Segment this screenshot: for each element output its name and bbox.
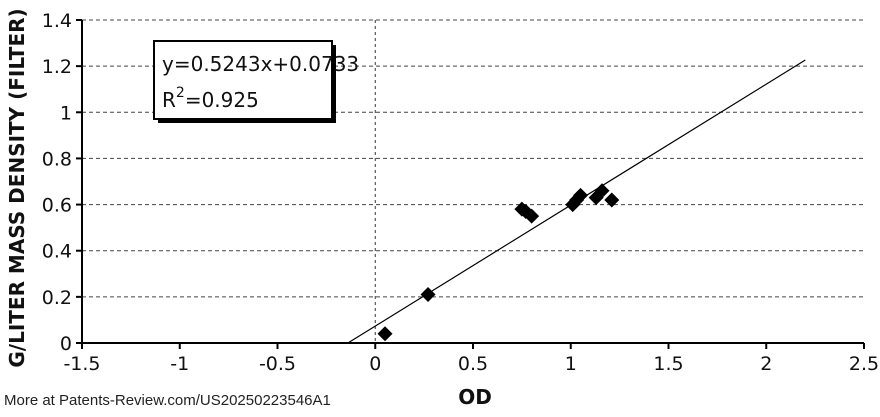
equation-box: y=0.5243x+0.0733 R2=0.925 (153, 40, 359, 123)
y-axis-title: G/LITER MASS DENSITY (FILTER) (5, 8, 29, 367)
x-tick-label: 1.5 (653, 353, 683, 375)
x-tick-label: 2 (760, 353, 772, 375)
y-tick-label: 1.2 (42, 56, 72, 78)
x-tick-label: 0 (369, 353, 381, 375)
x-tick-label: -1.5 (63, 353, 100, 375)
y-tick-label: 1 (60, 102, 72, 124)
equation-box-frame (153, 40, 333, 120)
y-tick-label: 0.4 (42, 241, 72, 263)
y-tick-label: 0.2 (42, 287, 72, 309)
x-tick-label: 1 (565, 353, 577, 375)
trendline-equation: y=0.5243x+0.0733 (162, 52, 359, 76)
x-tick-label: -0.5 (259, 353, 296, 375)
data-point-1 (377, 326, 393, 342)
y-tick-label: 0 (60, 333, 72, 355)
data-point-8 (573, 187, 589, 203)
data-point-11 (604, 192, 620, 208)
y-tick-label: 0.8 (42, 148, 72, 170)
x-tick-labels: -1.5 -1 -0.5 0 0.5 1 1.5 2 2.5 (63, 343, 879, 375)
x-tick-label: 2.5 (849, 353, 879, 375)
y-tick-label: 0.6 (42, 195, 72, 217)
x-tick-label: -1 (170, 353, 189, 375)
gridlines (82, 19, 864, 298)
watermark-text: More at Patents-Review.com/US20250223546… (4, 392, 331, 409)
x-axis-title: OD (458, 385, 492, 409)
r-squared-superscript: 2 (176, 85, 185, 101)
x-tick-label: 0.5 (458, 353, 488, 375)
data-point-2 (420, 287, 436, 303)
y-tick-label: 1.4 (42, 10, 72, 32)
r-squared-prefix: R (162, 88, 176, 112)
data-point-5 (524, 208, 540, 224)
y-tick-labels: 0 0.2 0.4 0.6 0.8 1 1.2 1.4 (42, 10, 82, 355)
data-points (377, 183, 620, 342)
r-squared-value: =0.925 (185, 88, 259, 112)
r-squared-label: R2=0.925 (162, 85, 259, 112)
data-point-10 (594, 183, 610, 199)
